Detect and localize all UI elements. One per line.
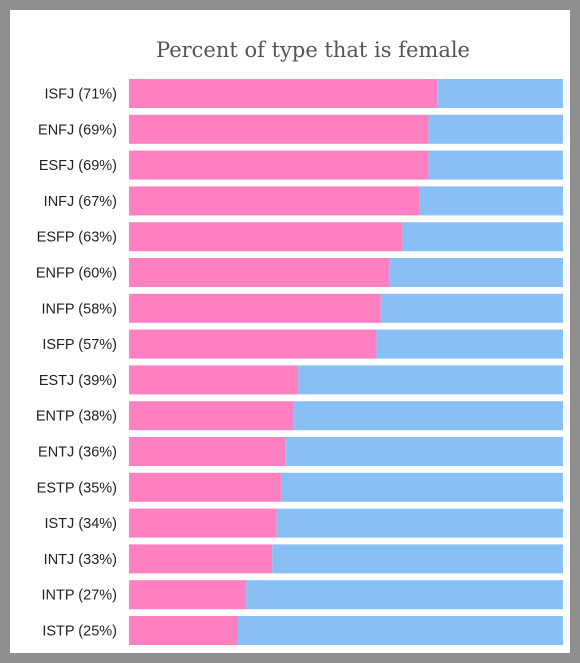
female-bar-11 [129,472,281,502]
male-bar-5 [389,258,563,287]
category-label-4: ESFP (63%) [37,230,117,246]
female-bar-9 [129,401,294,431]
male-bar-10 [285,437,563,466]
female-bar-2 [129,150,429,180]
category-label-9: ENTP (38%) [36,409,117,425]
male-bar-12 [276,508,563,538]
female-bar-1 [129,114,429,144]
category-label-3: INFJ (67%) [44,194,117,210]
male-bar-9 [293,401,563,431]
female-bar-14 [129,580,247,610]
male-bar-8 [298,365,563,395]
male-bar-13 [272,544,563,574]
female-bar-8 [129,365,299,395]
male-bar-11 [280,472,563,502]
male-bar-2 [428,150,563,180]
male-bar-3 [419,186,563,216]
category-label-1: ENFJ (69%) [38,122,117,138]
male-bar-7 [376,329,563,359]
female-bar-3 [129,186,420,216]
category-label-14: INTP (27%) [42,588,117,604]
male-bar-15 [237,616,563,645]
female-bar-13 [129,544,273,574]
category-label-7: ISFP (57%) [42,337,117,353]
female-bar-10 [129,437,286,466]
category-label-12: ISTJ (34%) [44,516,117,532]
category-label-8: ESTJ (39%) [39,373,117,389]
category-label-13: INTJ (33%) [44,552,117,568]
category-label-2: ESFJ (69%) [39,158,117,174]
male-bar-14 [246,580,563,610]
female-bar-5 [129,258,390,287]
chart-title: Percent of type that is female [156,38,470,62]
category-label-0: ISFJ (71%) [44,87,117,103]
category-label-5: ENFP (60%) [36,266,117,282]
male-bar-1 [428,114,563,144]
category-label-11: ESTP (35%) [37,480,117,496]
female-bar-7 [129,329,377,359]
category-label-10: ENTJ (36%) [38,445,117,461]
female-bar-4 [129,222,403,252]
male-bar-0 [437,79,563,108]
category-label-15: ISTP (25%) [42,624,117,640]
female-bar-15 [129,616,238,645]
female-bar-6 [129,293,381,323]
male-bar-4 [402,222,563,252]
female-bar-12 [129,508,277,538]
category-label-6: INFP (58%) [42,301,117,317]
female-bar-0 [129,79,438,108]
male-bar-6 [380,293,563,323]
